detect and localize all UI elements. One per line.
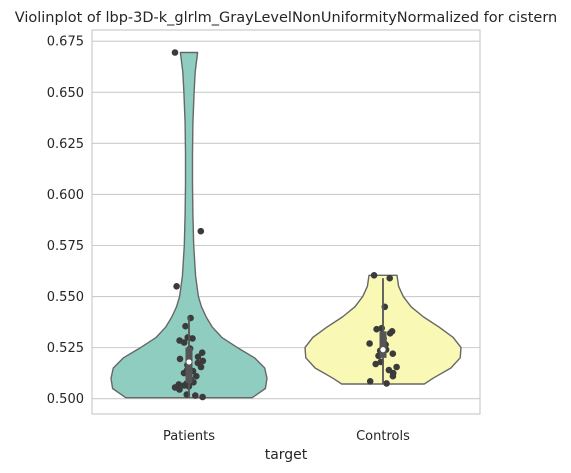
data-point	[366, 340, 373, 347]
data-point	[199, 357, 207, 365]
data-point	[372, 360, 380, 368]
chart-title: Violinplot of lbp-3D-k_glrlm_GrayLevelNo…	[15, 10, 558, 26]
data-point	[194, 353, 202, 361]
data-point	[370, 272, 378, 279]
y-tick-label: 0.525	[47, 341, 84, 356]
iqr-box-patients	[185, 347, 193, 383]
x-tick-label: Patients	[163, 429, 215, 444]
median-marker-patients	[186, 359, 192, 365]
iqr-box-controls	[379, 331, 387, 358]
data-point	[180, 339, 188, 346]
y-tick-label: 0.500	[47, 392, 84, 407]
median-marker-controls	[380, 347, 386, 353]
y-tick-label: 0.600	[47, 188, 84, 203]
data-point	[199, 393, 206, 401]
data-point	[173, 283, 180, 290]
data-point	[176, 386, 183, 393]
violins	[110, 51, 462, 399]
data-point	[197, 227, 205, 235]
x-tick-label: Controls	[356, 429, 410, 444]
data-point	[373, 325, 380, 333]
plot-frame	[91, 29, 481, 415]
data-point	[366, 378, 374, 385]
y-tick-label: 0.675	[47, 35, 84, 50]
data-point	[386, 330, 394, 337]
violin-patients	[110, 51, 268, 399]
y-tick-labels: 0.500 0.525 0.550 0.575 0.600 0.625 0.650 0.675	[47, 35, 84, 407]
data-point	[193, 372, 200, 380]
data-point	[389, 350, 397, 358]
data-point	[189, 335, 196, 342]
data-point	[198, 349, 206, 357]
box-markers	[185, 278, 387, 398]
data-point	[386, 274, 394, 282]
data-point	[197, 363, 205, 371]
data-point	[393, 363, 400, 371]
y-tick-label: 0.650	[47, 86, 84, 101]
x-axis-label: target	[265, 447, 308, 463]
data-point	[176, 355, 184, 363]
y-tick-label: 0.575	[47, 239, 84, 254]
data-point	[192, 392, 199, 399]
data-point	[171, 49, 179, 56]
y-tick-label: 0.625	[47, 137, 84, 152]
data-point	[389, 372, 397, 380]
x-tick-labels: Patients Controls	[163, 429, 410, 444]
data-point	[383, 380, 390, 387]
data-point	[182, 322, 189, 330]
y-tick-label: 0.550	[47, 290, 84, 305]
